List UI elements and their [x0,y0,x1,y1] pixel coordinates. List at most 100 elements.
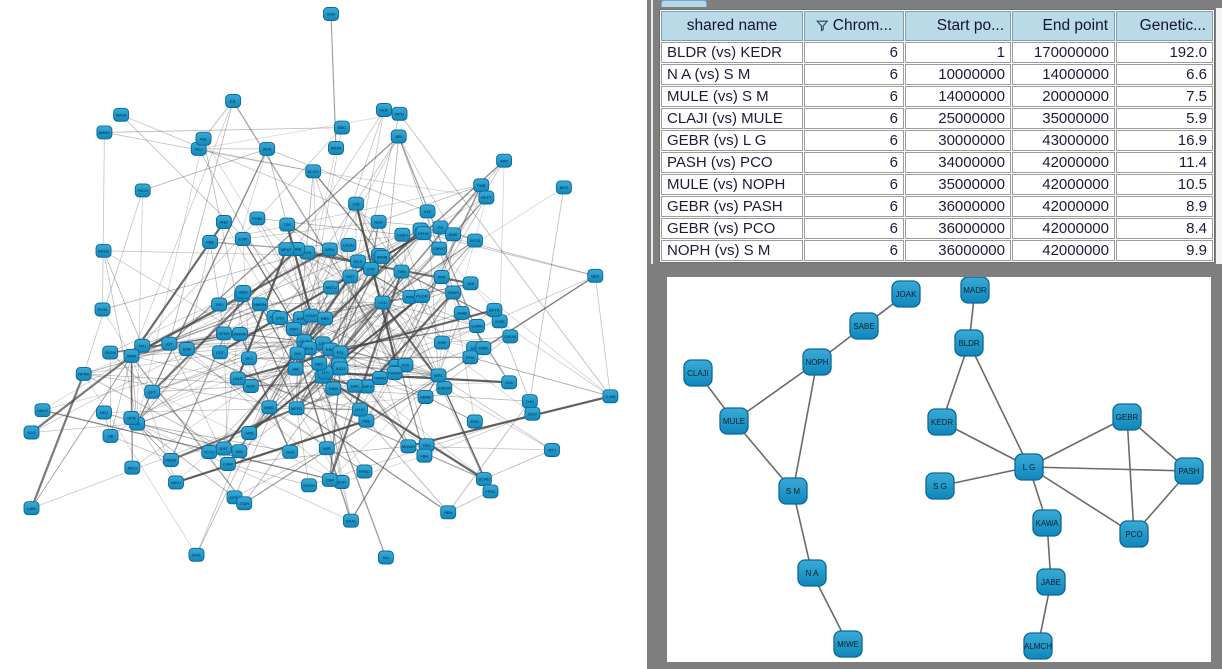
table-row[interactable]: GEBR (vs) PASH 6 36000000 42000000 8.9 [661,196,1213,217]
table-cell[interactable]: 34000000 [905,152,1011,173]
network-node[interactable]: JLNN [602,389,619,404]
node-claji[interactable]: CLAJI [683,359,713,387]
network-node[interactable]: WNMK [232,327,248,341]
table-cell[interactable]: 192.0 [1116,42,1213,63]
table-cell[interactable]: 36000000 [905,240,1011,261]
table-cell[interactable]: 6 [804,196,904,217]
network-node[interactable]: GID [348,196,365,211]
network-node[interactable]: AIBS [235,285,252,299]
table-cell[interactable]: 16.9 [1116,130,1213,151]
column-header-chrom[interactable]: Chrom... [804,11,904,41]
node-sabe[interactable]: SABE [849,312,879,340]
network-node[interactable]: LWLG [34,403,51,418]
network-node[interactable]: IJCG [524,406,541,421]
network-node[interactable]: ARP [496,153,513,168]
node-bldr[interactable]: BLDR [954,329,984,357]
table-cell[interactable]: NOPH (vs) S M [661,240,803,261]
network-node[interactable]: NNTU [323,280,340,295]
node-jabe[interactable]: JABE [1036,568,1066,596]
network-node[interactable]: GFN [123,411,140,425]
network-node[interactable]: LDJC [352,402,368,417]
network-node[interactable]: RFFT [478,190,495,205]
network-node[interactable]: INN [231,444,248,459]
network-node[interactable]: TBC [418,438,435,453]
table-cell[interactable]: 42000000 [1012,218,1115,239]
network-node[interactable]: LCU [374,295,391,310]
network-node[interactable]: IMMI [123,348,140,363]
network-node[interactable]: IJB [102,428,119,443]
table-cell[interactable]: 8.9 [1116,196,1213,217]
table-row[interactable]: GEBR (vs) L G 6 30000000 43000000 16.9 [661,130,1213,151]
table-cell[interactable]: 5.9 [1116,108,1213,129]
table-row[interactable]: CLAJI (vs) MULE 6 25000000 35000000 5.9 [661,108,1213,129]
network-node[interactable]: JAID [241,426,258,440]
network-node[interactable]: CWWT [431,241,448,256]
node-s-m[interactable]: S M [778,477,808,505]
network-node[interactable]: LAW [23,501,40,516]
network-node[interactable]: PUOR [413,289,430,304]
network-node[interactable]: BEEB [95,243,112,258]
network-node[interactable]: WTJ [544,443,560,457]
network-node[interactable]: FPAC [482,484,499,499]
network-node[interactable]: SBMS [445,285,462,300]
table-cell[interactable]: 20000000 [1012,86,1115,107]
edge-l-g-gebr[interactable] [1028,416,1128,468]
network-node[interactable]: IUOJ [332,361,349,376]
node-almch[interactable]: ALMCH [1023,632,1053,660]
network-node[interactable]: TRCO [134,183,151,198]
network-node[interactable]: HKC [311,356,328,371]
table-cell[interactable]: 35000000 [1012,108,1115,129]
main-network-canvas[interactable]: SJWIMDMRPDJUUCEJDPIPPTIKUSKGFNEWPGEBGEAE… [0,0,647,669]
node-joak[interactable]: JOAK [891,280,921,308]
network-node[interactable]: EMS [445,227,462,242]
network-node[interactable]: GAS [282,444,299,459]
edge-noph-mule[interactable] [733,361,818,422]
network-node[interactable]: EBC [333,120,350,135]
network-node[interactable]: HOJ [96,405,112,420]
table-row[interactable]: NOPH (vs) S M 6 36000000 42000000 9.9 [661,240,1213,261]
network-node[interactable]: IAA [287,361,304,376]
table-cell[interactable]: 42000000 [1012,240,1115,261]
table-cell[interactable]: 1 [905,42,1011,63]
network-node[interactable]: RPBC [356,464,373,479]
network-node[interactable]: GJMH [469,319,485,333]
table-cell[interactable]: 6 [804,240,904,261]
network-node[interactable]: TRD [211,297,228,312]
network-node[interactable]: JDGM [102,345,119,360]
network-node[interactable]: FKWW [386,366,403,381]
table-cell[interactable]: 42000000 [1012,196,1115,217]
table-cell[interactable]: BLDR (vs) KEDR [661,42,803,63]
network-node[interactable]: LGUU [340,237,357,252]
network-node[interactable]: MPUT [278,242,295,257]
table-cell[interactable]: GEBR (vs) L G [661,130,803,151]
network-node[interactable]: JGHL [188,547,205,562]
network-node[interactable]: KLCO [305,164,322,179]
network-node[interactable]: JHAB [453,305,470,320]
network-node[interactable]: KHT [215,441,232,456]
table-cell[interactable]: 6.6 [1116,64,1213,85]
network-node[interactable]: GJA [501,375,518,390]
table-cell[interactable]: 36000000 [905,196,1011,217]
network-node[interactable]: MFFD [288,401,305,416]
network-node[interactable]: WRL [430,368,447,383]
network-node[interactable]: SFJ [241,351,257,366]
table-cell[interactable]: 7.5 [1116,86,1213,107]
network-node[interactable]: BKTK [486,302,503,317]
network-node[interactable]: SCWE [475,472,492,487]
network-node[interactable]: TFU [134,338,151,353]
network-node[interactable]: FWT [286,322,302,336]
network-node[interactable]: PII [432,220,449,235]
network-node[interactable]: UTD [272,311,289,326]
table-cell[interactable]: 10000000 [905,64,1011,85]
network-node[interactable]: IGT [161,336,178,351]
network-node[interactable]: OOEH [301,478,317,493]
network-node[interactable]: PKBJ [249,211,266,226]
table-cell[interactable]: 6 [804,130,904,151]
network-node[interactable]: EFT [144,384,161,399]
network-node[interactable]: EAE [346,378,363,393]
network-node[interactable]: LUHK [219,457,236,471]
node-miwe[interactable]: MIWE [833,630,863,658]
network-node[interactable]: KGEJ [394,227,411,242]
table-cell[interactable]: 42000000 [1012,152,1115,173]
network-node[interactable]: ASL [195,131,212,146]
